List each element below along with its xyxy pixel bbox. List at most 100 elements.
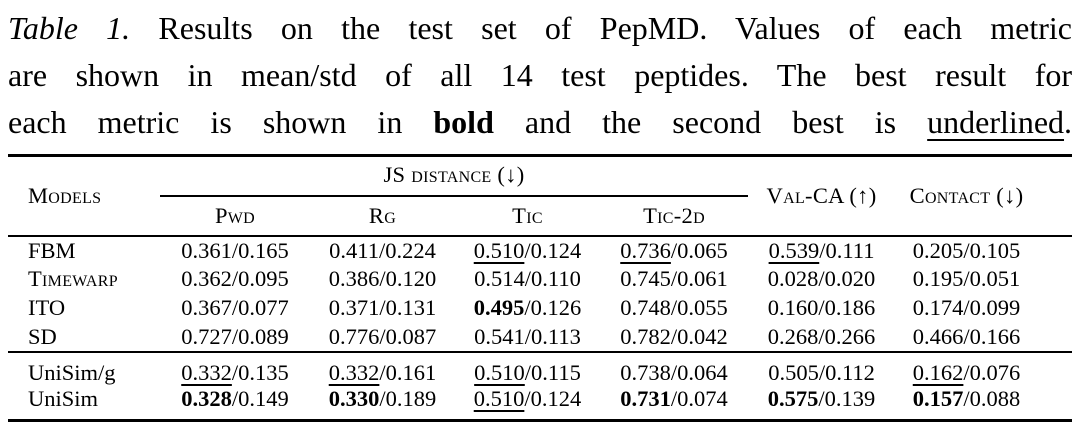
metric-std: /0.074 [670,385,728,411]
metric-std: /0.165 [231,237,289,263]
metric-std: /0.064 [670,359,728,385]
metric-mean: 0.514 [474,266,525,291]
metric-mean: 0.495 [473,295,525,320]
metric-std: /0.095 [231,266,289,291]
table-row: UniSim 0.328/0.149 0.330/0.189 0.510/0.124 0… [8,386,1072,421]
metric-cell: 0.361/0.165 [160,236,310,265]
caption-line: each metric is shown in bold and the sec… [8,99,1072,146]
metric-mean: 0.328 [181,385,232,411]
metric-std: /0.089 [231,323,289,349]
metric-mean: 0.386 [328,266,380,291]
caption-segment: and the second best is [493,104,928,140]
metric-cell: 0.466/0.166 [895,323,1072,352]
metric-cell: 0.195/0.051 [895,265,1072,294]
metric-std: /0.051 [963,266,1021,291]
header-js-distance: JS distance (↓) [160,155,749,197]
metric-mean: 0.174 [912,295,964,320]
metric-mean: 0.332 [181,359,232,385]
metric-cell: 0.330/0.189 [310,386,455,421]
model-name: UniSim [28,385,99,411]
metric-cell: 0.160/0.186 [748,294,895,323]
metric-mean: 0.776 [328,323,380,349]
metric-cell: 0.028/0.020 [748,265,895,294]
metric-std: /0.111 [819,237,875,263]
metric-std: /0.124 [524,237,582,263]
table-header: Models JS distance (↓) Val-CA (↑) Contac… [8,155,1073,236]
caption-segment: are shown in mean/std of all 14 test pep… [8,57,1072,93]
metric-mean: 0.541 [474,323,525,349]
caption-segment: each metric is shown in [8,104,434,140]
metric-std: /0.224 [378,237,436,263]
header-pwd: Pwd [214,202,256,228]
metric-mean: 0.510 [473,385,525,411]
metric-cell: 0.157/0.088 [895,386,1072,421]
metric-mean: 0.727 [181,323,232,349]
metric-std: /0.105 [963,237,1021,263]
table-row: UniSim/g 0.332/0.135 0.332/0.161 0.510/0.11… [8,352,1072,386]
header-contact: Contact (↓) [909,182,1024,208]
metric-mean: 0.738 [620,359,671,385]
caption-line: are shown in mean/std of all 14 test pep… [8,52,1072,99]
metric-std: /0.149 [231,385,289,411]
metric-cell: 0.162/0.076 [895,352,1072,386]
header-val-ca: Val-CA (↑) [766,182,877,208]
metric-mean: 0.160 [767,295,819,320]
model-name: Timewarp [28,266,118,291]
metric-mean: 0.539 [768,237,820,263]
metric-cell: 0.510/0.124 [455,386,600,421]
metric-mean: 0.736 [620,237,671,263]
metric-std: /0.055 [670,295,728,320]
metric-mean: 0.782 [620,323,671,349]
metric-cell: 0.748/0.055 [600,294,748,323]
metric-std: /0.087 [379,323,437,349]
metric-mean: 0.162 [912,359,964,385]
header-row-2: Pwd Rg Tic Tic-2d [8,196,1072,236]
model-name: ITO [28,295,66,320]
metric-mean: 0.367 [181,295,232,320]
metric-mean: 0.205 [912,237,964,263]
caption-segment: underlined [927,104,1065,140]
metric-mean: 0.510 [473,237,525,263]
metric-std: /0.099 [963,295,1021,320]
metric-cell: 0.386/0.120 [310,265,455,294]
metric-mean: 0.157 [912,385,964,411]
header-tic: Tic [512,202,543,228]
metric-cell: 0.727/0.089 [160,323,310,352]
metric-cell: 0.541/0.113 [455,323,600,352]
metric-std: /0.113 [524,323,581,349]
metric-cell: 0.745/0.061 [600,265,748,294]
model-name: SD [28,323,57,349]
metric-mean: 0.466 [912,323,964,349]
metric-cell: 0.268/0.266 [748,323,895,352]
metric-mean: 0.195 [912,266,964,291]
metric-mean: 0.575 [767,385,819,411]
header-tic-2d: Tic-2d [643,202,705,228]
metric-cell: 0.205/0.105 [895,236,1072,265]
metric-cell: 0.510/0.115 [455,352,600,386]
metric-std: /0.161 [379,359,437,385]
metric-std: /0.131 [379,295,437,320]
metric-std: /0.115 [524,359,581,385]
metric-std: /0.042 [670,323,728,349]
caption-segment: bold [433,104,494,140]
metric-mean: 0.028 [767,266,819,291]
results-table: Models JS distance (↓) Val-CA (↑) Contac… [8,154,1073,422]
metric-cell: 0.738/0.064 [600,352,748,386]
metric-std: /0.112 [818,359,875,385]
metric-mean: 0.361 [181,237,232,263]
metric-std: /0.186 [818,295,876,320]
metric-std: /0.061 [670,266,728,291]
metric-mean: 0.505 [768,359,819,385]
metric-std: /0.110 [524,266,581,291]
metric-mean: 0.411 [329,237,379,263]
header-row-1: Models JS distance (↓) Val-CA (↑) Contac… [8,155,1072,208]
table-row: SD 0.727/0.089 0.776/0.087 0.541/0.113 0.782… [8,323,1072,352]
metric-cell: 0.514/0.110 [455,265,600,294]
metric-cell: 0.539/0.111 [748,236,895,265]
metric-cell: 0.371/0.131 [310,294,455,323]
table-caption: Table 1. Results on the test set of PepM… [8,5,1072,146]
metric-cell: 0.575/0.139 [748,386,895,421]
metric-mean: 0.731 [620,385,671,411]
metric-std: /0.077 [231,295,289,320]
metric-std: /0.139 [818,385,876,411]
